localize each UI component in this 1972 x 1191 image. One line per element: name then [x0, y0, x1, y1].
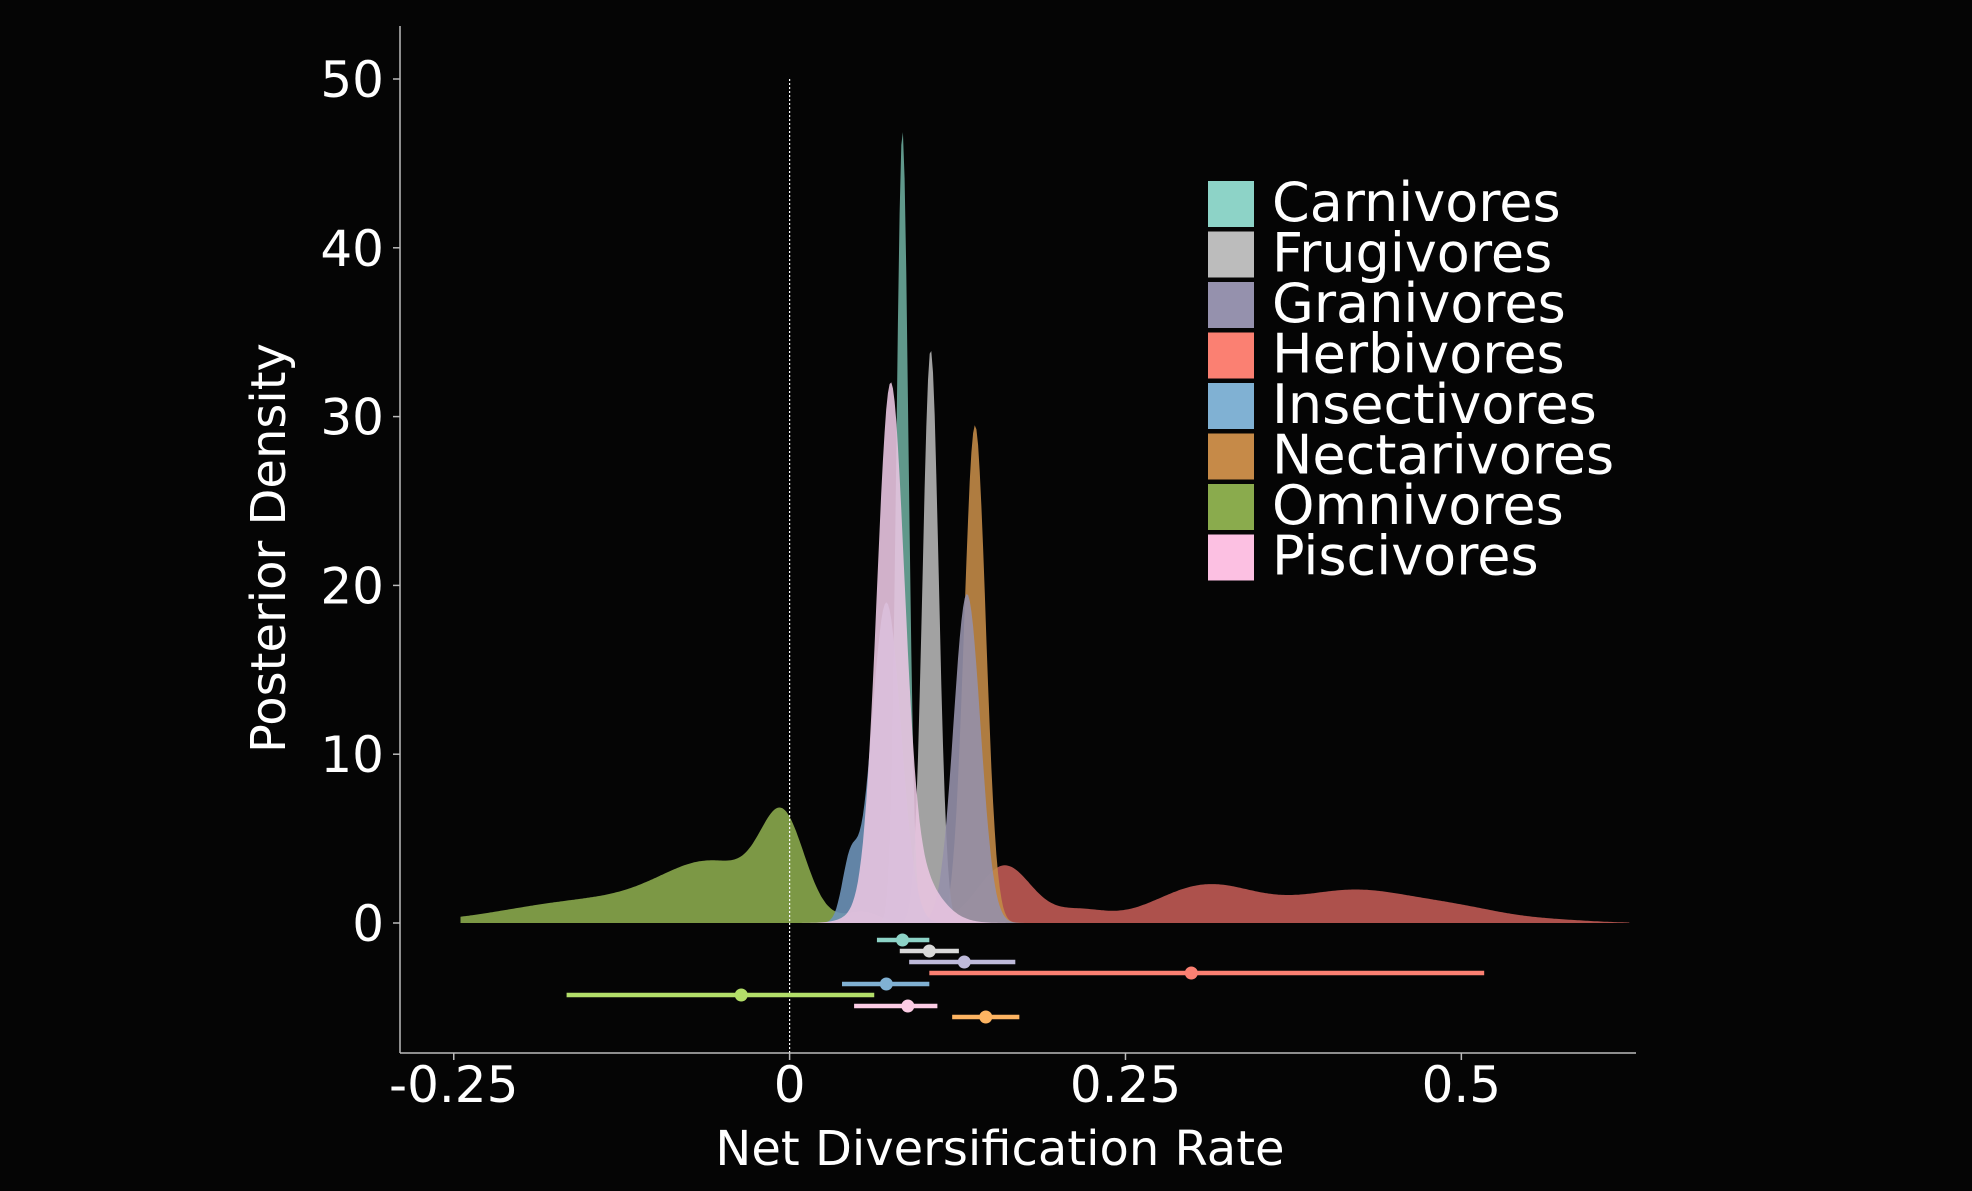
- y-tick-label: 10: [320, 726, 384, 784]
- legend-label-piscivores: Piscivores: [1272, 525, 1539, 588]
- legend-swatch-omnivores: [1208, 484, 1254, 530]
- legend-swatch-carnivores: [1208, 181, 1254, 227]
- legend-label-granivores: Granivores: [1272, 272, 1566, 335]
- density-areas: [460, 132, 1630, 924]
- interval-point-piscivores: [901, 999, 915, 1013]
- interval-point-carnivores: [895, 933, 909, 947]
- y-tick-label: 0: [352, 895, 384, 953]
- density-area-omnivores: [460, 807, 1630, 923]
- x-tick-label: 0.5: [1422, 1056, 1502, 1114]
- y-tick-label: 30: [320, 389, 384, 447]
- interval-point-omnivores: [734, 988, 748, 1002]
- legend-swatch-granivores: [1208, 282, 1254, 328]
- legend: CarnivoresFrugivoresGranivoresHerbivores…: [1208, 171, 1614, 588]
- y-tick-label: 20: [320, 557, 384, 615]
- density-area-herbivores: [460, 865, 1630, 923]
- interval-point-granivores: [957, 955, 971, 969]
- legend-swatch-insectivores: [1208, 383, 1254, 429]
- legend-label-nectarivores: Nectarivores: [1272, 424, 1614, 487]
- interval-point-frugivores: [922, 944, 936, 958]
- legend-swatch-frugivores: [1208, 231, 1254, 278]
- legend-swatch-herbivores: [1208, 332, 1254, 379]
- legend-label-frugivores: Frugivores: [1272, 222, 1552, 285]
- credible-intervals: [566, 933, 1485, 1024]
- legend-label-herbivores: Herbivores: [1272, 323, 1565, 386]
- x-axis-label: Net Diversification Rate: [715, 1121, 1284, 1177]
- x-tick-label: 0: [774, 1056, 806, 1114]
- legend-swatch-nectarivores: [1208, 433, 1254, 480]
- y-tick-label: 40: [320, 220, 384, 278]
- x-tick-label: -0.25: [389, 1056, 518, 1114]
- x-tick-label: 0.25: [1070, 1056, 1181, 1114]
- legend-label-carnivores: Carnivores: [1272, 171, 1561, 234]
- interval-point-nectarivores: [979, 1010, 993, 1024]
- interval-point-herbivores: [1184, 966, 1198, 980]
- axes: 0 10 20 30 40 50 -0.25 0 0.25 0.5: [320, 26, 1636, 1114]
- legend-label-insectivores: Insectivores: [1272, 373, 1597, 436]
- legend-swatch-piscivores: [1208, 534, 1254, 581]
- legend-label-omnivores: Omnivores: [1272, 474, 1564, 537]
- interval-point-insectivores: [879, 977, 893, 991]
- y-axis-label: Posterior Density: [241, 343, 297, 753]
- y-tick-label: 50: [320, 51, 384, 109]
